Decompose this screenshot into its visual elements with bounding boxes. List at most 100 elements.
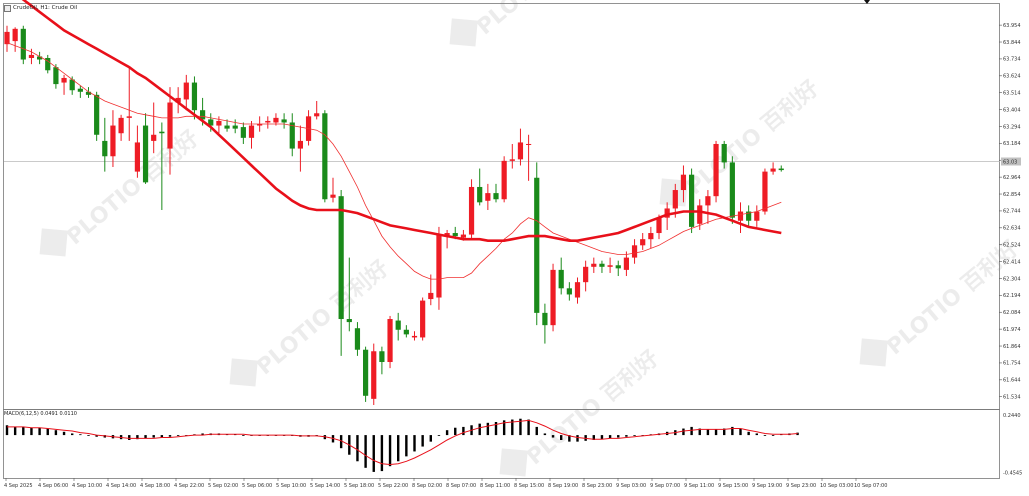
price-tick-label: 62.194	[1003, 293, 1021, 299]
candle-body	[477, 186, 483, 203]
candle	[45, 54, 51, 74]
macd-bar	[160, 435, 164, 438]
candle	[354, 322, 361, 356]
candle-body	[379, 351, 385, 363]
macd-signal-line	[7, 419, 798, 466]
candle	[754, 205, 760, 227]
candle-body	[689, 174, 695, 227]
candle-body	[77, 88, 83, 92]
macd-bar	[136, 435, 139, 440]
macd-bar	[242, 435, 245, 436]
price-axis[interactable]: 63.954 63.844 63.734 63.624 63.514 63.404 63.2…	[999, 23, 1021, 401]
time-tick-label: 4 Sep 22:00	[174, 483, 204, 489]
candle-body	[12, 28, 18, 42]
macd-bar	[519, 418, 522, 436]
macd-axis[interactable]: 0.2440 -0.4545	[1003, 413, 1022, 476]
candle-body	[167, 102, 173, 149]
candle-body	[754, 211, 760, 221]
candle	[159, 122, 165, 210]
candle	[574, 277, 581, 304]
macd-bar	[388, 435, 392, 467]
macd-bar	[87, 435, 90, 436]
candle	[713, 140, 719, 203]
macd-bar	[397, 435, 400, 462]
candle	[330, 177, 336, 203]
candle-body	[460, 234, 466, 238]
candle	[379, 346, 385, 375]
candle-body	[729, 162, 735, 218]
candle	[20, 25, 26, 65]
watermark: PLOTIO 百利好	[449, 0, 614, 47]
macd-bar	[698, 428, 701, 436]
candle-body	[395, 320, 401, 330]
candle-body	[403, 329, 409, 335]
candle-body	[656, 217, 662, 234]
candle	[175, 87, 181, 114]
macd-bar	[592, 435, 595, 440]
candle-body	[436, 234, 442, 298]
time-axis[interactable]: 4 Sep 2025 4 Sep 06:00 4 Sep 10:00 4 Sep 14…	[4, 478, 887, 489]
price-tick-label: 62.854	[1003, 192, 1021, 198]
candle-body	[289, 122, 295, 149]
candle	[623, 251, 629, 277]
macd-bar	[79, 434, 82, 436]
macd-tick-label: 0.2440	[1003, 413, 1021, 419]
macd-bar	[356, 435, 359, 462]
macd-bar	[714, 429, 718, 436]
candle	[640, 233, 646, 250]
candle-body	[574, 282, 581, 298]
macd-bar	[633, 435, 636, 436]
candle	[517, 128, 524, 166]
time-tick-label: 4 Sep 10:00	[72, 483, 102, 489]
candle	[77, 85, 83, 98]
candle	[411, 331, 418, 341]
macd-bar	[568, 435, 571, 442]
time-tick-label: 5 Sep 14:00	[310, 483, 340, 489]
macd-bar	[755, 433, 758, 436]
candle	[248, 120, 255, 149]
candle-body	[428, 292, 434, 300]
candle-body	[4, 31, 10, 45]
candle	[607, 257, 613, 273]
macd-bar	[486, 422, 490, 436]
candle	[485, 183, 491, 210]
macd-bar	[152, 435, 155, 438]
macd-bar	[38, 427, 41, 436]
macd-bar	[429, 435, 432, 442]
candle-body	[257, 124, 263, 126]
macd-bar	[576, 435, 579, 442]
macd-bar	[176, 435, 180, 436]
candle-body	[550, 269, 556, 326]
candle-body	[452, 233, 458, 237]
candle	[729, 156, 735, 224]
price-tick-label: 63.404	[1003, 107, 1021, 113]
macd-bar	[54, 430, 58, 436]
time-tick-label: 8 Sep 15:00	[514, 483, 544, 489]
candle-body	[273, 117, 279, 123]
candle	[436, 226, 442, 310]
macd-bar	[608, 435, 612, 439]
watermark-logo-icon	[449, 18, 478, 47]
watermark: PLOTIO 百利好	[39, 125, 204, 257]
candle-body	[599, 263, 605, 267]
expand-icon[interactable]	[4, 4, 11, 12]
candle-body	[640, 239, 646, 246]
candle	[94, 91, 100, 141]
price-tick-label: 62.634	[1003, 226, 1021, 232]
watermark-logo-icon	[229, 358, 258, 387]
macd-bar	[22, 426, 25, 436]
macd-bar	[763, 435, 767, 436]
current-price-tag: 63.03	[1001, 157, 1021, 166]
candle-body	[142, 125, 149, 183]
candle-body	[558, 269, 564, 289]
chart-shift-marker-icon[interactable]	[864, 0, 870, 4]
candle	[118, 114, 124, 141]
candle-body	[191, 82, 198, 111]
candle	[444, 229, 450, 249]
candle	[550, 263, 556, 332]
candle	[338, 190, 344, 356]
candle	[721, 140, 727, 169]
macd-bar	[95, 435, 98, 437]
